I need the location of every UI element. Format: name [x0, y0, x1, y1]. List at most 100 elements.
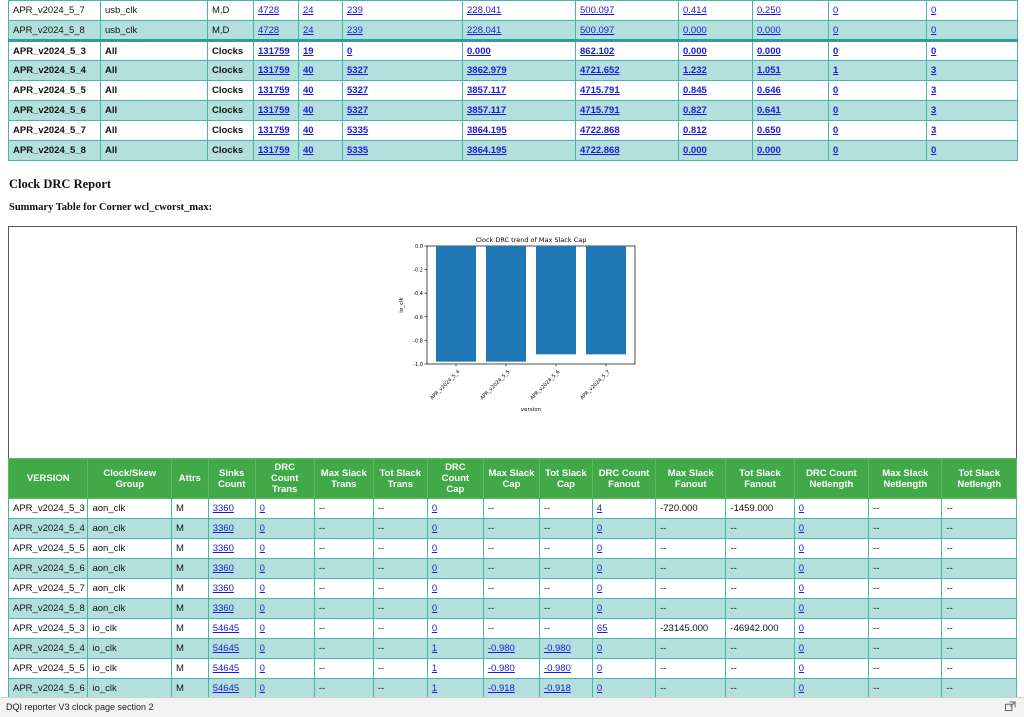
column-header[interactable]: DRC Count Fanout: [591, 458, 657, 499]
count-link[interactable]: 40: [303, 125, 314, 136]
count-link[interactable]: 40: [303, 85, 314, 96]
sinks-link[interactable]: 3360: [212, 503, 234, 514]
column-header[interactable]: VERSION: [7, 458, 89, 499]
drc-net-link[interactable]: 0: [798, 663, 804, 674]
value-link[interactable]: 862.102: [580, 45, 615, 57]
value-link[interactable]: 0.000: [683, 45, 707, 57]
sinks-link[interactable]: 3360: [212, 563, 234, 574]
drc-cap-link[interactable]: 0: [431, 523, 438, 534]
drc-net-link[interactable]: 0: [798, 503, 804, 514]
drc-fanout-link[interactable]: 0: [596, 583, 603, 594]
drc-cap-link[interactable]: 0: [431, 543, 438, 554]
column-header[interactable]: Max Slack Cap: [482, 458, 540, 499]
sinks-link[interactable]: 131759: [258, 145, 290, 156]
drc-cap-link[interactable]: 0: [431, 623, 438, 634]
count-link[interactable]: 5335: [347, 125, 369, 136]
column-header[interactable]: Tot Slack Fanout: [725, 458, 795, 499]
column-header[interactable]: Max Slack Netlength: [868, 458, 943, 499]
value-link[interactable]: 3864.195: [467, 145, 507, 156]
value-link[interactable]: 0.812: [683, 125, 707, 136]
value-link[interactable]: 500.097: [580, 5, 615, 16]
drc-trans-link[interactable]: 0: [259, 643, 265, 654]
value-link[interactable]: 0.646: [757, 85, 781, 96]
count-link[interactable]: 0: [833, 5, 839, 16]
drc-cap-link[interactable]: 0: [431, 563, 438, 574]
value-link[interactable]: 0.000: [757, 24, 781, 36]
count-link[interactable]: 19: [303, 45, 314, 57]
sinks-link[interactable]: 3360: [212, 543, 234, 554]
sinks-link[interactable]: 54645: [212, 623, 240, 634]
drc-cap-link[interactable]: 0: [431, 503, 438, 514]
sinks-link[interactable]: 3360: [212, 523, 234, 534]
count-link[interactable]: 0: [833, 125, 839, 136]
drc-cap-link[interactable]: 1: [431, 683, 438, 694]
sinks-link[interactable]: 131759: [258, 45, 290, 57]
drc-net-link[interactable]: 0: [798, 683, 804, 694]
tot-cap-link[interactable]: -0.980: [543, 663, 571, 674]
drc-trans-link[interactable]: 0: [259, 523, 265, 534]
drc-net-link[interactable]: 0: [798, 543, 804, 554]
column-header[interactable]: Tot Slack Cap: [538, 458, 593, 499]
count-link[interactable]: 5327: [347, 65, 369, 76]
sinks-link[interactable]: 54645: [212, 643, 240, 654]
sinks-link[interactable]: 131759: [258, 105, 290, 116]
value-link[interactable]: 3857.117: [467, 85, 507, 96]
count-link[interactable]: 40: [303, 105, 314, 116]
drc-net-link[interactable]: 0: [798, 563, 804, 574]
count-link[interactable]: 0: [931, 145, 937, 156]
drc-fanout-link[interactable]: 65: [596, 623, 608, 634]
column-header[interactable]: DRC Count Cap: [426, 458, 484, 499]
count-link[interactable]: 3: [931, 85, 937, 96]
max-cap-link[interactable]: -0.980: [487, 663, 515, 674]
value-link[interactable]: 0.414: [683, 5, 707, 16]
column-header[interactable]: Tot Slack Trans: [372, 458, 428, 499]
value-link[interactable]: 4722.868: [580, 145, 620, 156]
drc-trans-link[interactable]: 0: [259, 623, 265, 634]
sinks-link[interactable]: 4728: [258, 5, 280, 16]
drc-trans-link[interactable]: 0: [259, 543, 265, 554]
value-link[interactable]: 0.000: [757, 45, 781, 57]
column-header[interactable]: DRC Count Trans: [254, 458, 315, 499]
count-link[interactable]: 5335: [347, 145, 369, 156]
value-link[interactable]: 0.641: [757, 105, 781, 116]
drc-net-link[interactable]: 0: [798, 643, 804, 654]
count-link[interactable]: 239: [347, 5, 363, 16]
value-link[interactable]: 0.650: [757, 125, 781, 136]
count-link[interactable]: 0: [833, 24, 839, 36]
drc-net-link[interactable]: 0: [798, 623, 804, 634]
drc-fanout-link[interactable]: 0: [596, 683, 603, 694]
sinks-link[interactable]: 54645: [212, 683, 240, 694]
drc-cap-link[interactable]: 0: [431, 603, 438, 614]
drc-trans-link[interactable]: 0: [259, 663, 265, 674]
sinks-link[interactable]: 3360: [212, 603, 234, 614]
max-cap-link[interactable]: -0.918: [487, 683, 515, 694]
drc-fanout-link[interactable]: 0: [596, 563, 603, 574]
drc-fanout-link[interactable]: 0: [596, 603, 603, 614]
sinks-link[interactable]: 131759: [258, 85, 290, 96]
column-header[interactable]: DRC Count Netlength: [793, 458, 870, 499]
drc-fanout-link[interactable]: 0: [596, 663, 603, 674]
drc-fanout-link[interactable]: 4: [596, 503, 603, 514]
count-link[interactable]: 0: [833, 85, 839, 96]
count-link[interactable]: 0: [833, 145, 839, 156]
count-link[interactable]: 0: [347, 45, 353, 57]
value-link[interactable]: 228.041: [467, 24, 502, 36]
sinks-link[interactable]: 4728: [258, 24, 280, 36]
value-link[interactable]: 3864.195: [467, 125, 507, 136]
value-link[interactable]: 1.051: [757, 65, 781, 76]
count-link[interactable]: 40: [303, 145, 314, 156]
value-link[interactable]: 4721.652: [580, 65, 620, 76]
count-link[interactable]: 3: [931, 105, 937, 116]
value-link[interactable]: 500.097: [580, 24, 615, 36]
value-link[interactable]: 4722.868: [580, 125, 620, 136]
value-link[interactable]: 1.232: [683, 65, 707, 76]
value-link[interactable]: 0.000: [757, 145, 781, 156]
sinks-link[interactable]: 131759: [258, 65, 290, 76]
value-link[interactable]: 0.000: [467, 45, 491, 57]
count-link[interactable]: 239: [347, 24, 363, 36]
column-header[interactable]: Max Slack Fanout: [655, 458, 727, 499]
drc-trans-link[interactable]: 0: [259, 683, 265, 694]
drc-cap-link[interactable]: 1: [431, 663, 438, 674]
column-header[interactable]: Tot Slack Netlength: [941, 458, 1017, 499]
value-link[interactable]: 3857.117: [467, 105, 507, 116]
